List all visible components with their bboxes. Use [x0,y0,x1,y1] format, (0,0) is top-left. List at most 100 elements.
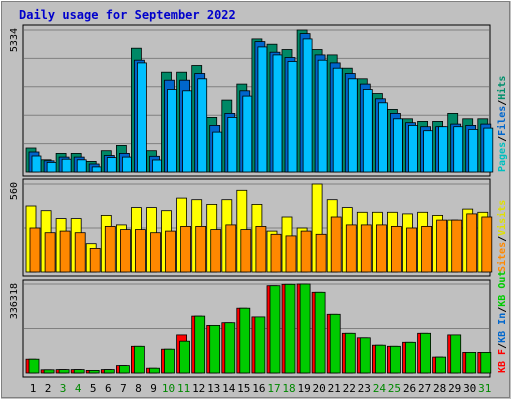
day-label-20: 20 [312,382,325,395]
bar-kb-out-day-6 [103,369,115,374]
bar-pages-day-13 [212,131,223,173]
day-label-27: 27 [418,382,431,395]
bar-pages-day-1 [31,155,42,173]
day-label-21: 21 [328,382,341,395]
bar-kb-out-day-20 [314,291,326,374]
bar-kb-out-day-16 [254,316,266,374]
axis-label-separator: / [497,307,508,313]
series-kb-out [28,283,492,374]
bar-pages-day-20 [317,59,328,173]
bar-sites-day-14 [225,224,237,273]
bar-pages-day-18 [287,61,298,173]
bar-sites-day-7 [120,229,131,273]
bar-kb-out-day-15 [239,307,251,374]
day-label-17: 17 [267,382,280,395]
day-label-31: 31 [478,382,491,395]
bar-pages-day-21 [332,67,343,173]
panel-visits: 560 Sites/Visits [9,178,508,277]
panel-kbytes-axis-labels: KB F/KB In/KB Out [497,271,508,373]
bar-kb-out-day-5 [88,369,100,374]
bar-kb-out-day-21 [329,313,341,374]
bar-sites-day-2 [44,232,56,273]
bar-pages-day-15 [242,95,253,173]
bar-pages-day-31 [483,127,494,173]
day-label-19: 19 [297,382,310,395]
day-label-23: 23 [358,382,371,395]
day-label-28: 28 [433,382,446,395]
axis-label-kb-in: KB In [497,313,508,343]
day-label-9: 9 [150,382,157,395]
bar-kb-out-day-26 [405,341,416,374]
day-axis-labels: 1 2 3 4 5 6 7 8 9 10 11 12 13 14 15 16 17 18 19 20 21 22 23 24 2… [30,382,492,395]
panel-hits-max-label: 5334 [9,28,20,52]
series-pages [31,38,494,173]
bar-sites-day-24 [375,224,387,273]
day-label-6: 6 [105,382,112,395]
axis-label-pages: Pages [497,142,508,172]
bar-sites-day-12 [195,225,207,273]
bar-kb-out-day-28 [435,356,447,374]
axis-label-separator: / [497,236,508,242]
panel-kbytes: 336318 KB F/KB In/KB Out [9,271,508,378]
bar-kb-out-day-25 [389,345,401,374]
panel-visits-max-label: 560 [9,182,20,200]
bar-kb-out-day-24 [374,344,386,374]
series-sites [29,213,493,273]
bar-pages-day-22 [347,78,358,173]
day-label-13: 13 [207,382,220,395]
bar-sites-day-22 [345,224,357,273]
day-label-4: 4 [75,382,82,395]
bar-pages-day-9 [152,159,162,173]
chart-panels: 5334Pages/Files/Hits560Sites/Visits33631… [9,24,508,378]
bar-pages-day-24 [377,102,388,173]
bar-sites-day-25 [390,225,402,273]
bar-kb-out-day-27 [420,332,432,374]
bar-sites-day-28 [436,219,448,273]
bar-kb-out-day-30 [465,351,477,374]
day-label-25: 25 [388,382,401,395]
bar-sites-day-29 [451,219,463,273]
bar-pages-day-28 [438,126,449,173]
bar-pages-day-5 [91,166,102,173]
bar-sites-day-17 [270,233,282,273]
day-label-14: 14 [222,382,236,395]
bar-kb-out-day-4 [73,369,85,374]
bar-kb-out-day-8 [133,345,145,374]
bar-pages-day-10 [167,89,177,173]
bar-kb-out-day-31 [480,351,492,374]
bar-sites-day-1 [29,227,41,273]
panel-hits-axis-labels: Pages/Files/Hits [496,76,508,172]
bar-kb-out-day-22 [344,332,356,374]
axis-label-separator: / [497,100,508,106]
bar-sites-day-13 [210,229,222,273]
day-label-5: 5 [90,382,97,395]
bar-pages-day-7 [122,156,132,173]
panel-kbytes-max-label: 336318 [9,283,20,319]
bar-kb-out-day-14 [224,322,236,374]
bar-pages-day-23 [362,89,373,173]
bar-sites-day-19 [300,230,312,273]
day-label-1: 1 [30,382,37,395]
bar-sites-day-8 [134,229,146,273]
bar-sites-day-6 [104,225,116,273]
axis-label-files: Files [496,106,508,136]
bar-kb-out-day-10 [164,348,175,374]
day-label-8: 8 [135,382,142,395]
bar-pages-day-6 [106,157,117,173]
axis-label-separator: / [497,343,508,349]
day-label-7: 7 [120,382,127,395]
bar-pages-day-17 [272,54,283,173]
bar-pages-day-4 [76,159,87,173]
bar-sites-day-23 [360,224,372,273]
bar-sites-day-18 [285,235,297,273]
bar-kb-out-day-12 [194,315,206,374]
day-label-18: 18 [282,382,295,395]
bar-pages-day-16 [257,46,268,173]
bar-kb-out-day-29 [450,334,462,374]
bar-pages-day-27 [423,130,434,173]
day-label-30: 30 [463,382,476,395]
bar-pages-day-14 [227,117,238,173]
bar-pages-day-26 [408,125,418,173]
bar-sites-day-21 [330,216,342,273]
